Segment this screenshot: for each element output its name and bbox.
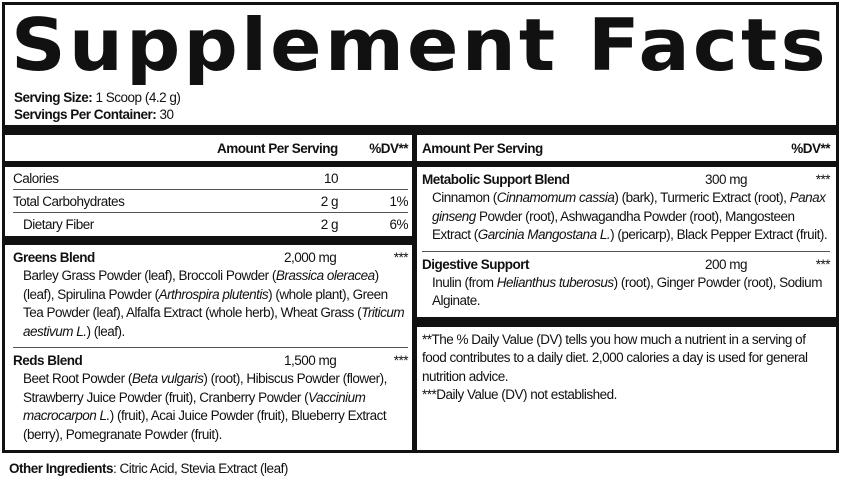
blend-ingredients: Beet Root Powder (Beta vulgaris) (root),…	[13, 370, 408, 444]
botanical-name: Brassica oleracea	[275, 268, 375, 283]
blend-greens: Greens Blend 2,000 mg *** Barley Grass P…	[13, 245, 409, 348]
ingredient-text: ) (leaf), Spirulina Powder (	[23, 268, 379, 302]
blend-header: Reds Blend 1,500 mg ***	[13, 352, 409, 370]
ingredient-text: Barley Grass Powder (leaf), Broccoli Pow…	[23, 268, 276, 283]
footnotes: **The % Daily Value (DV) tells you how m…	[422, 327, 830, 411]
servings-per-container: Servings Per Container: 30	[5, 106, 836, 123]
botanical-name: Triticum aestivum L.	[23, 305, 405, 339]
botanical-name: Garcinia Mangostana L.	[477, 227, 611, 242]
blend-dv: ***	[393, 353, 409, 368]
ingredient-text: ) (whole plant), Green Tea Powder (leaf)…	[23, 286, 388, 321]
blend-name: Greens Blend	[13, 250, 95, 265]
botanical-name: Panax ginseng	[432, 190, 826, 224]
ingredient-text: ) (pericarp), Black Pepper Extract (frui…	[610, 227, 828, 242]
supplement-facts-panel: Supplement Facts Serving Size: 1 Scoop (…	[2, 2, 839, 453]
other-ingredients-value: : Citric Acid, Stevia Extract (leaf)	[113, 461, 288, 476]
panel-title: Supplement Facts	[11, 3, 829, 87]
footnote-bar	[417, 316, 836, 327]
blend-header: Metabolic Support Blend 300 mg ***	[422, 171, 831, 189]
left-header: Amount Per Serving %DV**	[13, 135, 408, 161]
serving-size-label: Serving Size:	[14, 90, 93, 105]
nutrient-name: Total Carbohydrates	[13, 193, 125, 209]
blend-dv: ***	[815, 256, 831, 272]
ingredient-text: Beet Root Powder (	[23, 371, 132, 386]
botanical-name: Vaccinium macrocarpon L.	[23, 389, 366, 424]
amount-header: Amount Per Serving	[422, 140, 543, 156]
blend-ingredients: Cinnamon (Cinnamomum cassia) (bark), Tur…	[422, 189, 830, 245]
blend-name: Reds Blend	[13, 353, 83, 368]
left-column: Amount Per Serving %DV** Calories 10 Tota…	[5, 135, 417, 450]
section-bar	[5, 236, 412, 245]
nutrient-name: Dietary Fiber	[23, 217, 94, 232]
nutrient-dv: 6%	[389, 217, 408, 232]
blend-header: Digestive Support 200 mg ***	[422, 256, 831, 274]
blend-metabolic-support: Metabolic Support Blend 300 mg *** Cinna…	[422, 167, 831, 252]
blend-name: Digestive Support	[422, 256, 530, 272]
nutrient-dv: 1%	[389, 193, 408, 209]
amount-header: Amount Per Serving	[217, 140, 338, 156]
botanical-name: Cinnamomum cassia	[496, 190, 615, 205]
nutrient-name: Calories	[13, 170, 59, 186]
nutrient-row-carbohydrates: Total Carbohydrates 2 g 1%	[13, 190, 409, 213]
columns: Amount Per Serving %DV** Calories 10 Tota…	[5, 135, 836, 450]
nutrient-amount: 2 g	[320, 217, 339, 232]
blend-name: Metabolic Support Blend	[422, 172, 570, 187]
ingredient-text: Inulin (from	[432, 274, 497, 290]
blend-amount: 200 mg	[705, 256, 748, 272]
blend-dv: ***	[393, 250, 409, 265]
ingredient-text: ) (leaf).	[86, 323, 126, 339]
right-column: Amount Per Serving %DV** Metabolic Suppo…	[417, 135, 836, 450]
nutrient-row-calories: Calories 10	[13, 167, 408, 190]
blend-ingredients: Barley Grass Powder (leaf), Broccoli Pow…	[13, 267, 408, 341]
other-ingredients-label: Other Ingredients	[9, 461, 114, 476]
botanical-name: Helianthus tuberosus	[496, 274, 614, 290]
blend-ingredients: Inulin (from Helianthus tuberosus) (root…	[422, 274, 830, 311]
ingredient-text: Powder (root), Ashwagandha Powder (root)…	[432, 208, 795, 243]
blend-amount: 2,000 mg	[284, 250, 337, 265]
nutrient-row-fiber: Dietary Fiber 2 g 6%	[13, 213, 409, 236]
ingredient-text: ) (bark), Turmeric Extract (root),	[614, 190, 790, 205]
ingredient-text: Cinnamon (	[432, 190, 497, 205]
servings-per-container-value: 30	[156, 107, 175, 122]
dv-header: %DV**	[791, 140, 830, 156]
header-bar	[417, 161, 836, 167]
serving-size: Serving Size: 1 Scoop (4.2 g)	[5, 89, 836, 106]
ingredient-text: ) (fruit), Acai Juice Powder (fruit), Bl…	[23, 408, 387, 442]
blend-digestive-support: Digestive Support 200 mg *** Inulin (fro…	[422, 252, 831, 317]
blend-dv: ***	[815, 172, 831, 187]
right-header: Amount Per Serving %DV**	[422, 135, 830, 161]
title-area: Supplement Facts	[5, 5, 836, 89]
blend-amount: 300 mg	[705, 172, 748, 187]
divider-bar	[5, 125, 836, 135]
blend-reds: Reds Blend 1,500 mg *** Beet Root Powder…	[13, 348, 409, 450]
nutrient-amount: 10	[323, 170, 339, 186]
ingredient-text: ) (root), Hibiscus Powder (flower), Stra…	[23, 371, 387, 405]
nutrient-amount: 2 g	[320, 193, 339, 209]
dv-header: %DV**	[369, 140, 408, 156]
header-bar	[5, 161, 412, 167]
other-ingredients: Other Ingredients: Citric Acid, Stevia E…	[0, 453, 842, 480]
footnote-daily-value: **The % Daily Value (DV) tells you how m…	[422, 331, 808, 384]
ingredient-text: ) (root), Ginger Powder (root), Sodium A…	[432, 274, 822, 309]
servings-per-container-label: Servings Per Container:	[14, 107, 157, 122]
botanical-name: Arthrospira plutentis	[158, 286, 269, 302]
serving-size-value: 1 Scoop (4.2 g)	[92, 90, 181, 105]
botanical-name: Beta vulgaris	[131, 371, 204, 386]
blend-amount: 1,500 mg	[284, 353, 337, 368]
blend-header: Greens Blend 2,000 mg ***	[13, 249, 409, 267]
footnote-not-established: ***Daily Value (DV) not established.	[422, 387, 617, 402]
